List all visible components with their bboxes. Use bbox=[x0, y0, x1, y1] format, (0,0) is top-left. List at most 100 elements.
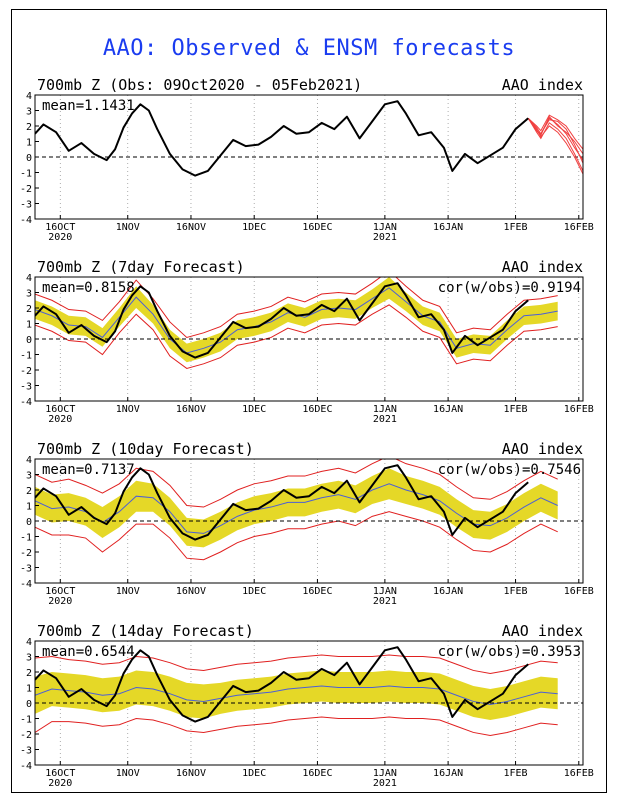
forecast-member-line bbox=[527, 117, 583, 161]
spread-band bbox=[35, 277, 558, 363]
x-tick-label: 16JAN bbox=[433, 768, 463, 779]
x-tick-label: 1NOV bbox=[116, 222, 140, 233]
y-tick-label: 4 bbox=[26, 455, 32, 466]
correlation-label: cor(w/obs)=0.3953 bbox=[438, 644, 581, 660]
x-tick-label: 16DEC bbox=[302, 222, 332, 233]
index-label: AAO index bbox=[502, 76, 583, 94]
x-tick-label: 16OCT bbox=[45, 586, 75, 597]
observed-line bbox=[35, 646, 529, 723]
index-label: AAO index bbox=[502, 440, 583, 458]
x-tick-label: 1DEC bbox=[242, 586, 266, 597]
x-tick-year-label: 2021 bbox=[373, 414, 397, 425]
panel-title: 700mb Z (14day Forecast) bbox=[37, 622, 254, 640]
x-tick-year-label: 2020 bbox=[48, 414, 72, 425]
y-tick-label: 4 bbox=[26, 637, 32, 648]
panel-2: 700mb Z (7day Forecast) AAO index -4 -3 -2 -1… bbox=[20, 258, 594, 425]
y-tick-label: 0 bbox=[26, 699, 32, 710]
mean-label: mean=0.8158 bbox=[42, 280, 135, 296]
y-tick-label: -1 bbox=[20, 351, 32, 362]
y-tick-label: 0 bbox=[26, 517, 32, 528]
observed-line bbox=[35, 100, 529, 177]
x-tick-label: 1JAN bbox=[373, 768, 397, 779]
x-tick-label: 16FEB bbox=[564, 404, 594, 415]
plot-area bbox=[35, 459, 583, 583]
y-tick-label: -1 bbox=[20, 533, 32, 544]
x-tick-label: 1NOV bbox=[116, 768, 140, 779]
x-tick-label: 16FEB bbox=[564, 768, 594, 779]
x-tick-label: 1FEB bbox=[504, 586, 528, 597]
spread-band bbox=[35, 670, 558, 721]
y-tick-label: -3 bbox=[20, 746, 32, 757]
x-tick-label: 16OCT bbox=[45, 404, 75, 415]
y-tick-label: -4 bbox=[20, 215, 32, 226]
panel-title: 700mb Z (7day Forecast) bbox=[37, 258, 245, 276]
x-tick-label: 16DEC bbox=[302, 404, 332, 415]
y-tick-label: -2 bbox=[20, 366, 32, 377]
panel-title: 700mb Z (10day Forecast) bbox=[37, 440, 254, 458]
forecast-member-line bbox=[527, 117, 583, 164]
x-tick-label: 1DEC bbox=[242, 404, 266, 415]
x-tick-label: 1DEC bbox=[242, 768, 266, 779]
x-tick-label: 1NOV bbox=[116, 404, 140, 415]
x-tick-label: 1NOV bbox=[116, 586, 140, 597]
x-tick-label: 16FEB bbox=[564, 586, 594, 597]
x-tick-label: 1FEB bbox=[504, 404, 528, 415]
mean-label: mean=1.1431 bbox=[42, 98, 135, 114]
figure-frame bbox=[11, 9, 607, 793]
y-tick-label: 3 bbox=[26, 471, 32, 482]
x-tick-label: 1JAN bbox=[373, 404, 397, 415]
x-tick-label: 1JAN bbox=[373, 222, 397, 233]
spread-band bbox=[35, 468, 558, 548]
y-tick-label: 4 bbox=[26, 273, 32, 284]
forecast-member-line bbox=[527, 117, 583, 172]
y-tick-label: 0 bbox=[26, 153, 32, 164]
main-title: AAO: Observed & ENSM forecasts bbox=[102, 36, 516, 61]
panel-1: 700mb Z (Obs: 09Oct2020 - 05Feb2021) AAO … bbox=[20, 76, 594, 243]
y-tick-label: 2 bbox=[26, 122, 32, 133]
x-tick-label: 1FEB bbox=[504, 222, 528, 233]
y-tick-label: 3 bbox=[26, 289, 32, 300]
x-tick-label: 1FEB bbox=[504, 768, 528, 779]
ensemble-min-line bbox=[35, 304, 558, 369]
observed-line bbox=[35, 282, 529, 359]
y-tick-label: -4 bbox=[20, 579, 32, 590]
ensemble-max-line bbox=[35, 459, 558, 508]
x-tick-label: 16NOV bbox=[176, 404, 206, 415]
y-tick-label: -3 bbox=[20, 382, 32, 393]
correlation-label: cor(w/obs)=0.7546 bbox=[438, 462, 581, 478]
x-tick-label: 16JAN bbox=[433, 586, 463, 597]
y-tick-label: -4 bbox=[20, 761, 32, 772]
y-tick-label: 3 bbox=[26, 107, 32, 118]
x-tick-label: 16OCT bbox=[45, 768, 75, 779]
y-tick-label: 1 bbox=[26, 502, 32, 513]
y-tick-label: -3 bbox=[20, 564, 32, 575]
x-tick-label: 1JAN bbox=[373, 586, 397, 597]
x-tick-year-label: 2021 bbox=[373, 232, 397, 243]
y-tick-label: -1 bbox=[20, 169, 32, 180]
forecast-member-line bbox=[527, 117, 583, 175]
x-tick-year-label: 2020 bbox=[48, 232, 72, 243]
observed-line bbox=[35, 464, 529, 541]
x-tick-label: 16JAN bbox=[433, 404, 463, 415]
y-tick-label: 4 bbox=[26, 91, 32, 102]
x-tick-label: 1DEC bbox=[242, 222, 266, 233]
x-tick-year-label: 2021 bbox=[373, 778, 397, 789]
correlation-label: cor(w/obs)=0.9194 bbox=[438, 280, 581, 296]
index-label: AAO index bbox=[502, 622, 583, 640]
index-label: AAO index bbox=[502, 258, 583, 276]
x-tick-label: 16FEB bbox=[564, 222, 594, 233]
panel-3: 700mb Z (10day Forecast) AAO index -4 -3 -2 -… bbox=[20, 440, 594, 607]
y-tick-label: -2 bbox=[20, 184, 32, 195]
mean-label: mean=0.7137 bbox=[42, 462, 135, 478]
x-tick-label: 16OCT bbox=[45, 222, 75, 233]
forecast-member-line bbox=[527, 114, 583, 150]
x-tick-year-label: 2020 bbox=[48, 778, 72, 789]
y-tick-label: 2 bbox=[26, 304, 32, 315]
ensemble-mean-line bbox=[35, 685, 558, 706]
plot-area bbox=[35, 641, 583, 765]
mean-label: mean=0.6544 bbox=[42, 644, 135, 660]
x-tick-label: 16NOV bbox=[176, 586, 206, 597]
y-tick-label: -4 bbox=[20, 397, 32, 408]
ensemble-max-line bbox=[35, 277, 558, 339]
